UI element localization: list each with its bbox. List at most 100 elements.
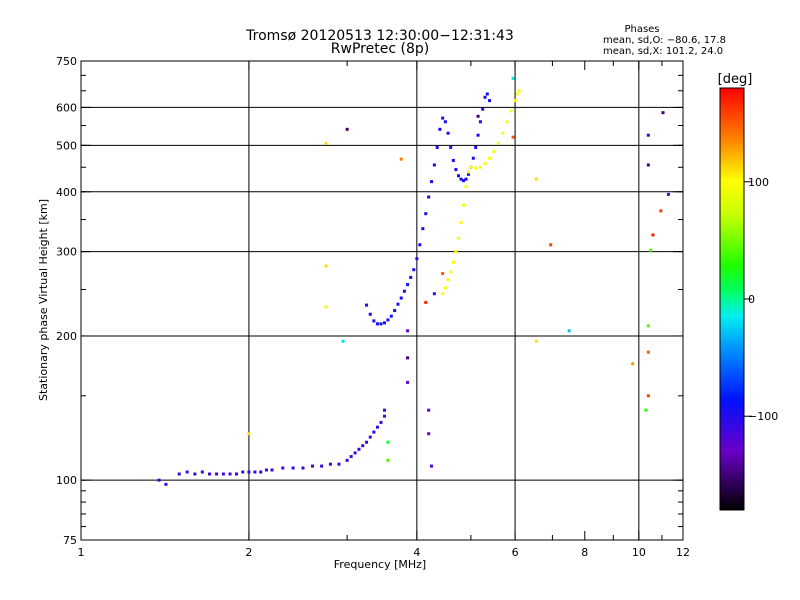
data-point bbox=[215, 472, 219, 476]
data-point bbox=[471, 156, 475, 160]
data-point bbox=[649, 248, 653, 252]
data-point bbox=[234, 472, 238, 476]
data-point bbox=[349, 455, 353, 459]
data-point bbox=[646, 394, 650, 398]
data-point bbox=[409, 275, 413, 279]
data-point bbox=[505, 120, 509, 124]
data-point bbox=[345, 127, 349, 131]
data-point bbox=[446, 278, 450, 282]
data-point bbox=[427, 408, 431, 412]
data-point bbox=[515, 92, 519, 96]
data-point bbox=[399, 296, 403, 300]
data-point bbox=[418, 243, 422, 247]
data-point bbox=[646, 324, 650, 328]
colorbar-label: [deg] bbox=[718, 72, 753, 87]
colorbar-tick-label: 0 bbox=[748, 293, 755, 306]
data-point bbox=[441, 272, 445, 276]
data-point bbox=[567, 329, 571, 333]
data-point bbox=[459, 177, 463, 181]
colorbar-tick-label: −100 bbox=[748, 410, 778, 423]
data-point bbox=[456, 236, 460, 240]
y-tick-label: 750 bbox=[56, 55, 77, 68]
data-point bbox=[511, 76, 515, 80]
data-point bbox=[421, 227, 425, 231]
data-point bbox=[666, 192, 670, 196]
data-point bbox=[328, 462, 332, 466]
data-point bbox=[406, 329, 410, 333]
x-tick-labels: 1 2 4 6 8 10 12 bbox=[78, 546, 691, 559]
data-point bbox=[488, 156, 492, 160]
x-tick-label: 8 bbox=[581, 546, 588, 559]
data-point bbox=[379, 322, 383, 326]
data-point bbox=[208, 472, 212, 476]
data-point bbox=[365, 303, 369, 307]
data-point bbox=[379, 420, 383, 424]
data-point bbox=[291, 466, 295, 470]
data-point bbox=[432, 163, 436, 167]
data-point bbox=[451, 158, 455, 162]
data-point bbox=[517, 89, 521, 93]
data-point bbox=[193, 472, 197, 476]
data-point bbox=[661, 111, 665, 115]
data-point bbox=[396, 302, 400, 306]
data-point bbox=[430, 464, 434, 468]
data-point bbox=[185, 470, 189, 474]
data-points bbox=[157, 76, 670, 486]
data-point bbox=[511, 135, 515, 139]
data-point bbox=[361, 444, 365, 448]
data-point bbox=[441, 116, 445, 120]
data-point bbox=[406, 283, 410, 287]
data-point bbox=[368, 312, 372, 316]
data-point bbox=[264, 468, 268, 472]
data-point bbox=[462, 179, 466, 183]
data-point bbox=[659, 209, 663, 213]
x-tick-label: 6 bbox=[512, 546, 519, 559]
y-tick-label: 500 bbox=[56, 139, 77, 152]
data-point bbox=[449, 270, 453, 274]
data-point bbox=[372, 319, 376, 323]
data-point bbox=[386, 458, 390, 462]
data-point bbox=[509, 109, 513, 113]
data-point bbox=[345, 458, 349, 462]
data-point bbox=[534, 177, 538, 181]
phase-info-o: mean, sd,O: −80.6, 17.8 bbox=[603, 35, 726, 46]
y-tick-label: 600 bbox=[56, 101, 77, 114]
data-point bbox=[406, 356, 410, 360]
colorbar-tick-label: 100 bbox=[748, 176, 769, 189]
data-point bbox=[481, 107, 485, 111]
data-point bbox=[476, 114, 480, 118]
data-point bbox=[424, 212, 428, 216]
data-point bbox=[402, 289, 406, 293]
data-point bbox=[451, 260, 455, 264]
data-point bbox=[393, 309, 397, 313]
data-point bbox=[270, 468, 274, 472]
phase-info-x: mean, sd,X: 101.2, 24.0 bbox=[603, 46, 723, 57]
data-point bbox=[406, 380, 410, 384]
data-point bbox=[241, 470, 245, 474]
data-point bbox=[466, 172, 470, 176]
data-point bbox=[412, 268, 416, 272]
data-point bbox=[485, 92, 489, 96]
x-tick-label: 10 bbox=[632, 546, 646, 559]
data-point bbox=[474, 166, 478, 170]
data-point bbox=[247, 470, 251, 474]
data-point bbox=[449, 145, 453, 149]
data-point bbox=[488, 99, 492, 103]
data-point bbox=[496, 141, 500, 145]
data-point bbox=[399, 157, 403, 161]
data-point bbox=[281, 466, 285, 470]
data-point bbox=[483, 95, 487, 99]
colorbar-ticks: 100 0 −100 bbox=[744, 176, 778, 423]
data-point bbox=[432, 292, 436, 296]
data-point bbox=[474, 145, 478, 149]
colorbar: [deg] 100 0 −100 bbox=[718, 72, 778, 511]
data-point bbox=[228, 472, 232, 476]
data-point bbox=[644, 408, 648, 412]
y-tick-label: 400 bbox=[56, 186, 77, 199]
grid-lines bbox=[81, 61, 683, 540]
data-point bbox=[424, 300, 428, 304]
data-point bbox=[177, 472, 181, 476]
data-point bbox=[459, 221, 463, 225]
